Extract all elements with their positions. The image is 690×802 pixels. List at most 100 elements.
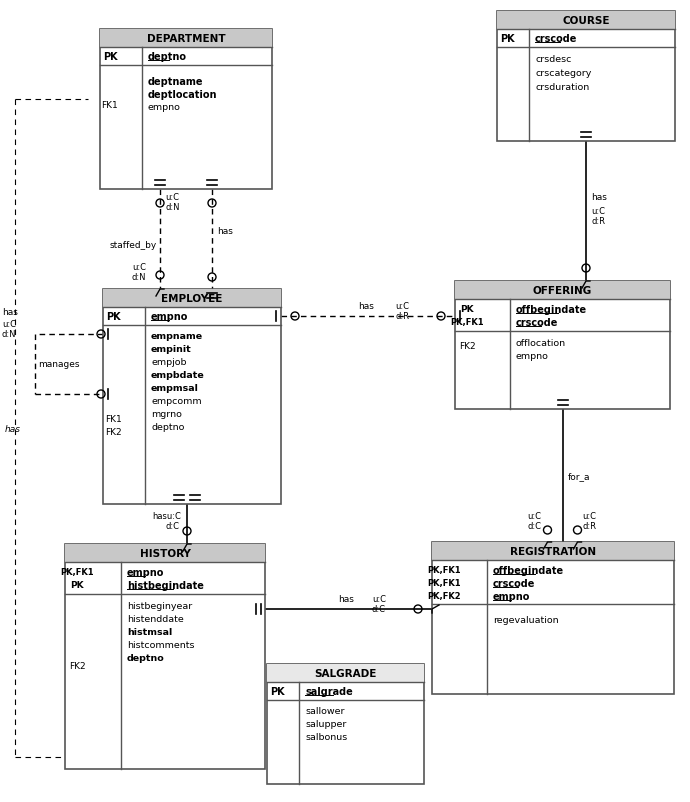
Text: u:C: u:C bbox=[2, 320, 16, 329]
Bar bbox=[497, 12, 675, 142]
Text: empno: empno bbox=[493, 591, 531, 602]
Text: SALGRADE: SALGRADE bbox=[315, 668, 377, 678]
Text: DEPARTMENT: DEPARTMENT bbox=[147, 34, 226, 44]
Text: empno: empno bbox=[127, 567, 164, 577]
Text: PK: PK bbox=[106, 312, 120, 322]
Text: d:N: d:N bbox=[165, 203, 179, 213]
Text: offbegindate: offbegindate bbox=[493, 565, 564, 575]
Text: PK,FK1: PK,FK1 bbox=[427, 565, 461, 575]
Text: has: has bbox=[217, 227, 233, 237]
Text: u:C: u:C bbox=[132, 263, 146, 272]
Text: HISTORY: HISTORY bbox=[139, 549, 190, 558]
Text: d:C: d:C bbox=[527, 522, 542, 531]
Text: mgrno: mgrno bbox=[151, 410, 182, 419]
Text: d:R: d:R bbox=[591, 217, 605, 226]
Text: d:C: d:C bbox=[372, 605, 386, 614]
Text: empcomm: empcomm bbox=[151, 397, 201, 406]
Text: crscategory: crscategory bbox=[535, 68, 591, 78]
Bar bbox=[65, 545, 265, 562]
Text: empno: empno bbox=[516, 352, 549, 361]
Text: empname: empname bbox=[151, 332, 203, 341]
Text: has: has bbox=[2, 308, 18, 317]
Text: hasu:C: hasu:C bbox=[152, 512, 181, 520]
Text: FK2: FK2 bbox=[459, 342, 475, 351]
Text: u:C: u:C bbox=[582, 512, 596, 520]
Text: d:R: d:R bbox=[582, 522, 596, 531]
Text: deptno: deptno bbox=[151, 423, 184, 432]
Text: histbegindate: histbegindate bbox=[127, 581, 204, 590]
Text: offbegindate: offbegindate bbox=[516, 305, 587, 314]
Text: u:C: u:C bbox=[372, 595, 386, 604]
Text: d:N: d:N bbox=[2, 330, 17, 339]
Text: salgrade: salgrade bbox=[305, 687, 353, 696]
Text: u:C: u:C bbox=[395, 302, 409, 311]
Text: has: has bbox=[5, 425, 21, 434]
Text: OFFERING: OFFERING bbox=[533, 286, 592, 296]
Text: crscode: crscode bbox=[516, 318, 558, 327]
Text: crsdesc: crsdesc bbox=[535, 55, 571, 63]
Bar bbox=[103, 290, 281, 504]
Text: u:C: u:C bbox=[591, 207, 605, 217]
Text: deptno: deptno bbox=[127, 654, 165, 662]
Text: salbonus: salbonus bbox=[305, 732, 347, 742]
Text: crscode: crscode bbox=[535, 34, 578, 44]
Bar bbox=[432, 542, 674, 561]
Text: u:C: u:C bbox=[527, 512, 542, 520]
Bar bbox=[432, 542, 674, 695]
Text: empinit: empinit bbox=[151, 345, 192, 354]
Text: deptlocation: deptlocation bbox=[148, 90, 217, 100]
Text: empbdate: empbdate bbox=[151, 371, 205, 380]
Text: regevaluation: regevaluation bbox=[493, 616, 559, 625]
Text: FK1: FK1 bbox=[101, 100, 119, 109]
Text: manages: manages bbox=[38, 360, 79, 369]
Text: PK: PK bbox=[270, 687, 284, 696]
Bar bbox=[65, 545, 265, 769]
Text: empmsal: empmsal bbox=[151, 384, 199, 393]
Text: FK1: FK1 bbox=[105, 415, 121, 424]
Bar bbox=[455, 282, 670, 300]
Text: deptname: deptname bbox=[148, 77, 204, 87]
Text: PK: PK bbox=[460, 305, 474, 314]
Text: sallower: sallower bbox=[305, 707, 344, 715]
Text: FK2: FK2 bbox=[105, 428, 121, 437]
Text: d:N: d:N bbox=[132, 273, 146, 282]
Text: salupper: salupper bbox=[305, 719, 346, 728]
Text: PK: PK bbox=[70, 581, 83, 589]
Text: REGISTRATION: REGISTRATION bbox=[510, 546, 596, 557]
Bar bbox=[100, 30, 272, 190]
Bar bbox=[455, 282, 670, 410]
Bar bbox=[103, 290, 281, 308]
Text: has: has bbox=[591, 192, 607, 201]
Bar bbox=[267, 664, 424, 683]
Text: d:R: d:R bbox=[395, 312, 409, 321]
Bar bbox=[100, 30, 272, 48]
Text: EMPLOYEE: EMPLOYEE bbox=[161, 294, 223, 304]
Text: histmsal: histmsal bbox=[127, 628, 172, 637]
Text: crscode: crscode bbox=[493, 578, 535, 588]
Text: PK,FK1: PK,FK1 bbox=[450, 318, 484, 327]
Text: PK: PK bbox=[500, 34, 514, 44]
Text: empjob: empjob bbox=[151, 358, 186, 367]
Text: PK,FK1: PK,FK1 bbox=[427, 579, 461, 588]
Text: empno: empno bbox=[148, 103, 181, 112]
Text: PK,FK2: PK,FK2 bbox=[427, 592, 461, 601]
Text: crsduration: crsduration bbox=[535, 83, 589, 91]
Text: for_a: for_a bbox=[567, 472, 590, 480]
Text: histcomments: histcomments bbox=[127, 641, 195, 650]
Text: has: has bbox=[358, 302, 374, 311]
Text: histbeginyear: histbeginyear bbox=[127, 602, 193, 611]
Text: offlocation: offlocation bbox=[516, 339, 566, 348]
Text: COURSE: COURSE bbox=[562, 16, 610, 26]
Bar bbox=[267, 664, 424, 784]
Text: d:C: d:C bbox=[165, 522, 179, 531]
Text: u:C: u:C bbox=[165, 193, 179, 202]
Text: histenddate: histenddate bbox=[127, 615, 184, 624]
Bar bbox=[497, 12, 675, 30]
Text: empno: empno bbox=[151, 312, 188, 322]
Text: has: has bbox=[339, 595, 355, 604]
Text: deptno: deptno bbox=[148, 52, 187, 62]
Text: staffed_by: staffed_by bbox=[110, 241, 157, 249]
Text: PK: PK bbox=[103, 52, 117, 62]
Text: FK2: FK2 bbox=[69, 662, 86, 670]
Text: PK,FK1: PK,FK1 bbox=[60, 568, 94, 577]
